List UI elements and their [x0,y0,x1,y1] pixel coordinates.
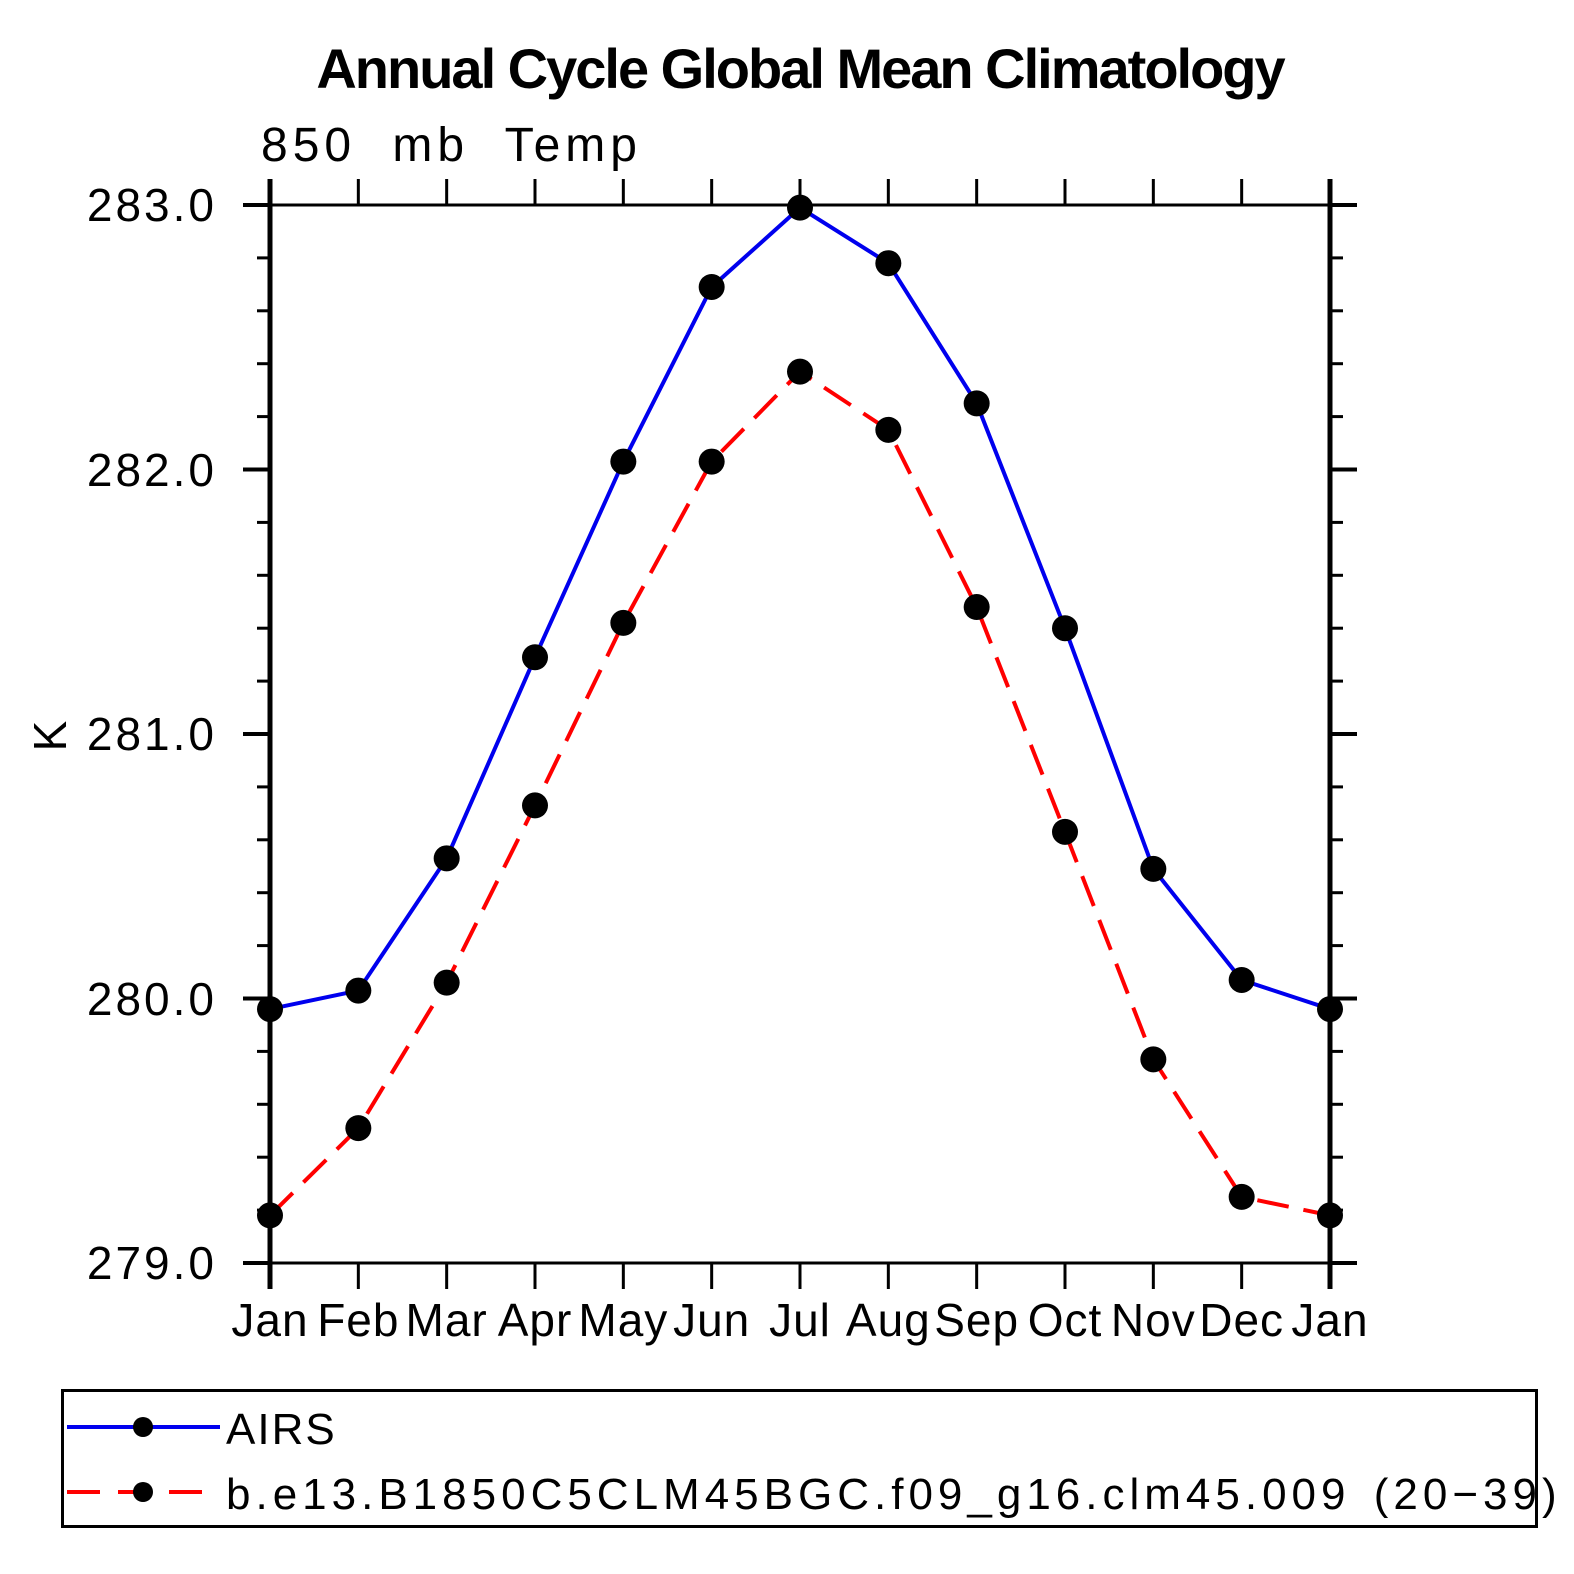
legend-label-airs: AIRS [226,1405,337,1454]
airs-data-point-marker [433,845,460,872]
model-data-point-marker [257,1202,283,1229]
y-tick-label: 281.0 [86,708,217,760]
model-data-point-marker [787,358,813,385]
legend-label-model: b.e13.B1850C5CLM45BGC.f09_g16.clm45.009 … [226,1470,1562,1519]
model-data-point-marker [1228,1183,1255,1210]
x-tick-label: Nov [1110,1294,1196,1346]
y-tick-label: 283.0 [86,179,217,231]
model-data-point-marker [1052,818,1078,845]
model-line [268,369,1331,1218]
x-tick-label: Feb [317,1294,400,1346]
x-tick-label: Aug [845,1294,931,1346]
legend-sample-marker [133,1417,153,1437]
model-data-point-marker [875,416,902,443]
x-tick-label: Jan [1291,1294,1369,1346]
y-tick-label: 279.0 [86,1237,217,1289]
x-tick-label: Jan [231,1294,309,1346]
airs-data-point-marker [257,996,283,1023]
y-tick-label: 280.0 [86,972,217,1025]
chart-title: Annual Cycle Global Mean Climatology [316,37,1285,100]
x-tick-label: Sep [934,1294,1020,1346]
x-tick-label: Jun [673,1294,751,1346]
x-tick-label: Dec [1199,1294,1285,1346]
model-data-point-marker [1317,1202,1343,1229]
airs-data-point-marker [1140,855,1167,882]
x-tick-label: Jul [769,1294,831,1346]
model-data-point-marker [610,609,637,636]
airs-data-point-marker [1052,615,1078,642]
legend-box: AIRS b.e13.B1850C5CLM45BGC.f09_g16.clm45… [61,1389,1557,1528]
airs-data-point-marker [787,194,813,221]
airs-data-point-marker [1317,996,1343,1023]
airs-data-point-marker [1228,966,1255,993]
model-data-point-marker [433,969,460,996]
airs-data-point-marker [522,644,548,671]
airs-data-point-marker [875,250,902,277]
airs-data-point-marker [698,273,725,300]
x-tick-label: Mar [405,1294,488,1346]
airs-data-point-marker [345,977,372,1004]
x-tick-label: Oct [1027,1294,1103,1346]
chart-subtitle: 850 mb Temp [261,119,642,172]
model-data-point-marker [345,1115,372,1142]
airs-data-point-marker [963,390,990,417]
model-data-point-marker [1140,1046,1167,1073]
legend-sample-marker [133,1482,153,1502]
model-data-point-marker [963,594,990,621]
x-tick-label: Apr [497,1294,573,1346]
model-data-point-marker [522,792,548,819]
model-data-point-marker [698,448,725,475]
y-tick-label: 282.0 [86,443,217,496]
airs-line [269,205,1331,1012]
airs-data-point-marker [610,448,637,475]
x-tick-label: May [578,1294,669,1346]
